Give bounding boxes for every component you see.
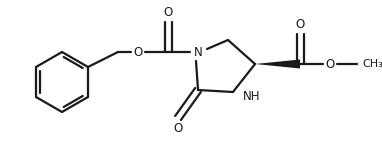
Text: O: O <box>295 18 304 32</box>
Text: NH: NH <box>243 90 261 103</box>
Text: O: O <box>133 46 142 58</box>
Text: N: N <box>194 46 202 58</box>
Text: O: O <box>325 57 335 71</box>
Polygon shape <box>255 59 300 69</box>
Text: O: O <box>163 6 173 19</box>
Text: CH₃: CH₃ <box>362 59 382 69</box>
Text: O: O <box>173 122 183 134</box>
